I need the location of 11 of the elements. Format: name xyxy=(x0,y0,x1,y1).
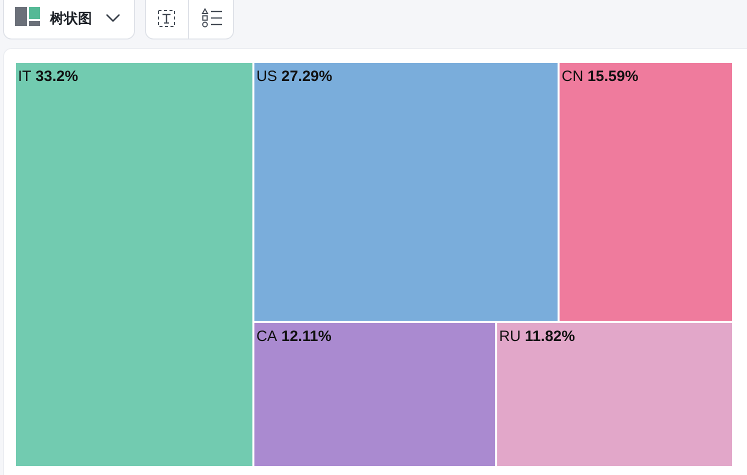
text: 树状图 xyxy=(49,10,92,26)
category-label: CN xyxy=(562,68,584,85)
data-label: 11.82% xyxy=(520,328,575,345)
category-label: CA xyxy=(256,328,278,345)
data-label: 27.29% xyxy=(277,68,332,85)
data-label: 12.11% xyxy=(277,328,332,345)
category-label: IT xyxy=(18,68,32,85)
category-label: US xyxy=(256,68,278,85)
category-label: RU xyxy=(499,328,521,345)
data-label: 33.2% xyxy=(31,68,78,85)
data-label: 15.59% xyxy=(583,68,638,85)
